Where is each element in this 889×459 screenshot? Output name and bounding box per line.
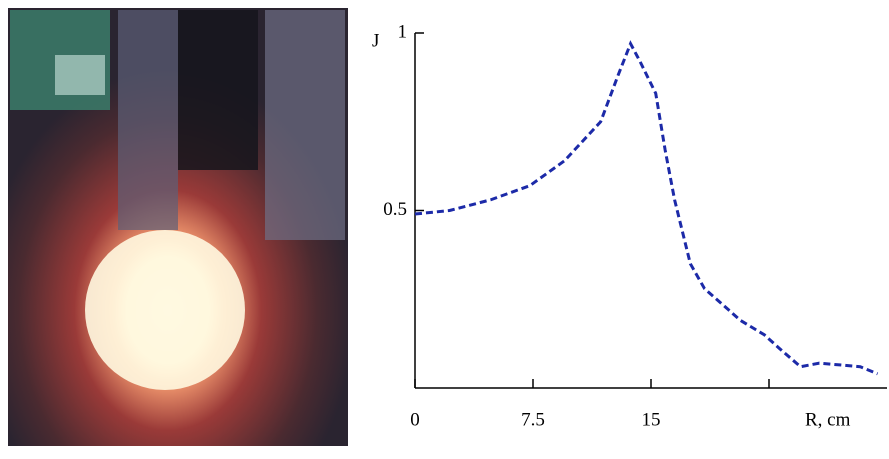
y-tick-label: 0.5 (383, 199, 407, 220)
data-line (414, 40, 879, 376)
photo (8, 8, 348, 446)
x-tick-label: 15 (642, 409, 661, 430)
x-tick-label: 7.5 (521, 409, 545, 430)
y-tick-label: 1 (398, 21, 408, 42)
y-axis-label: J (372, 30, 379, 51)
x-axis-label: R, cm (805, 409, 851, 430)
x-tick-label: 0 (410, 409, 420, 430)
